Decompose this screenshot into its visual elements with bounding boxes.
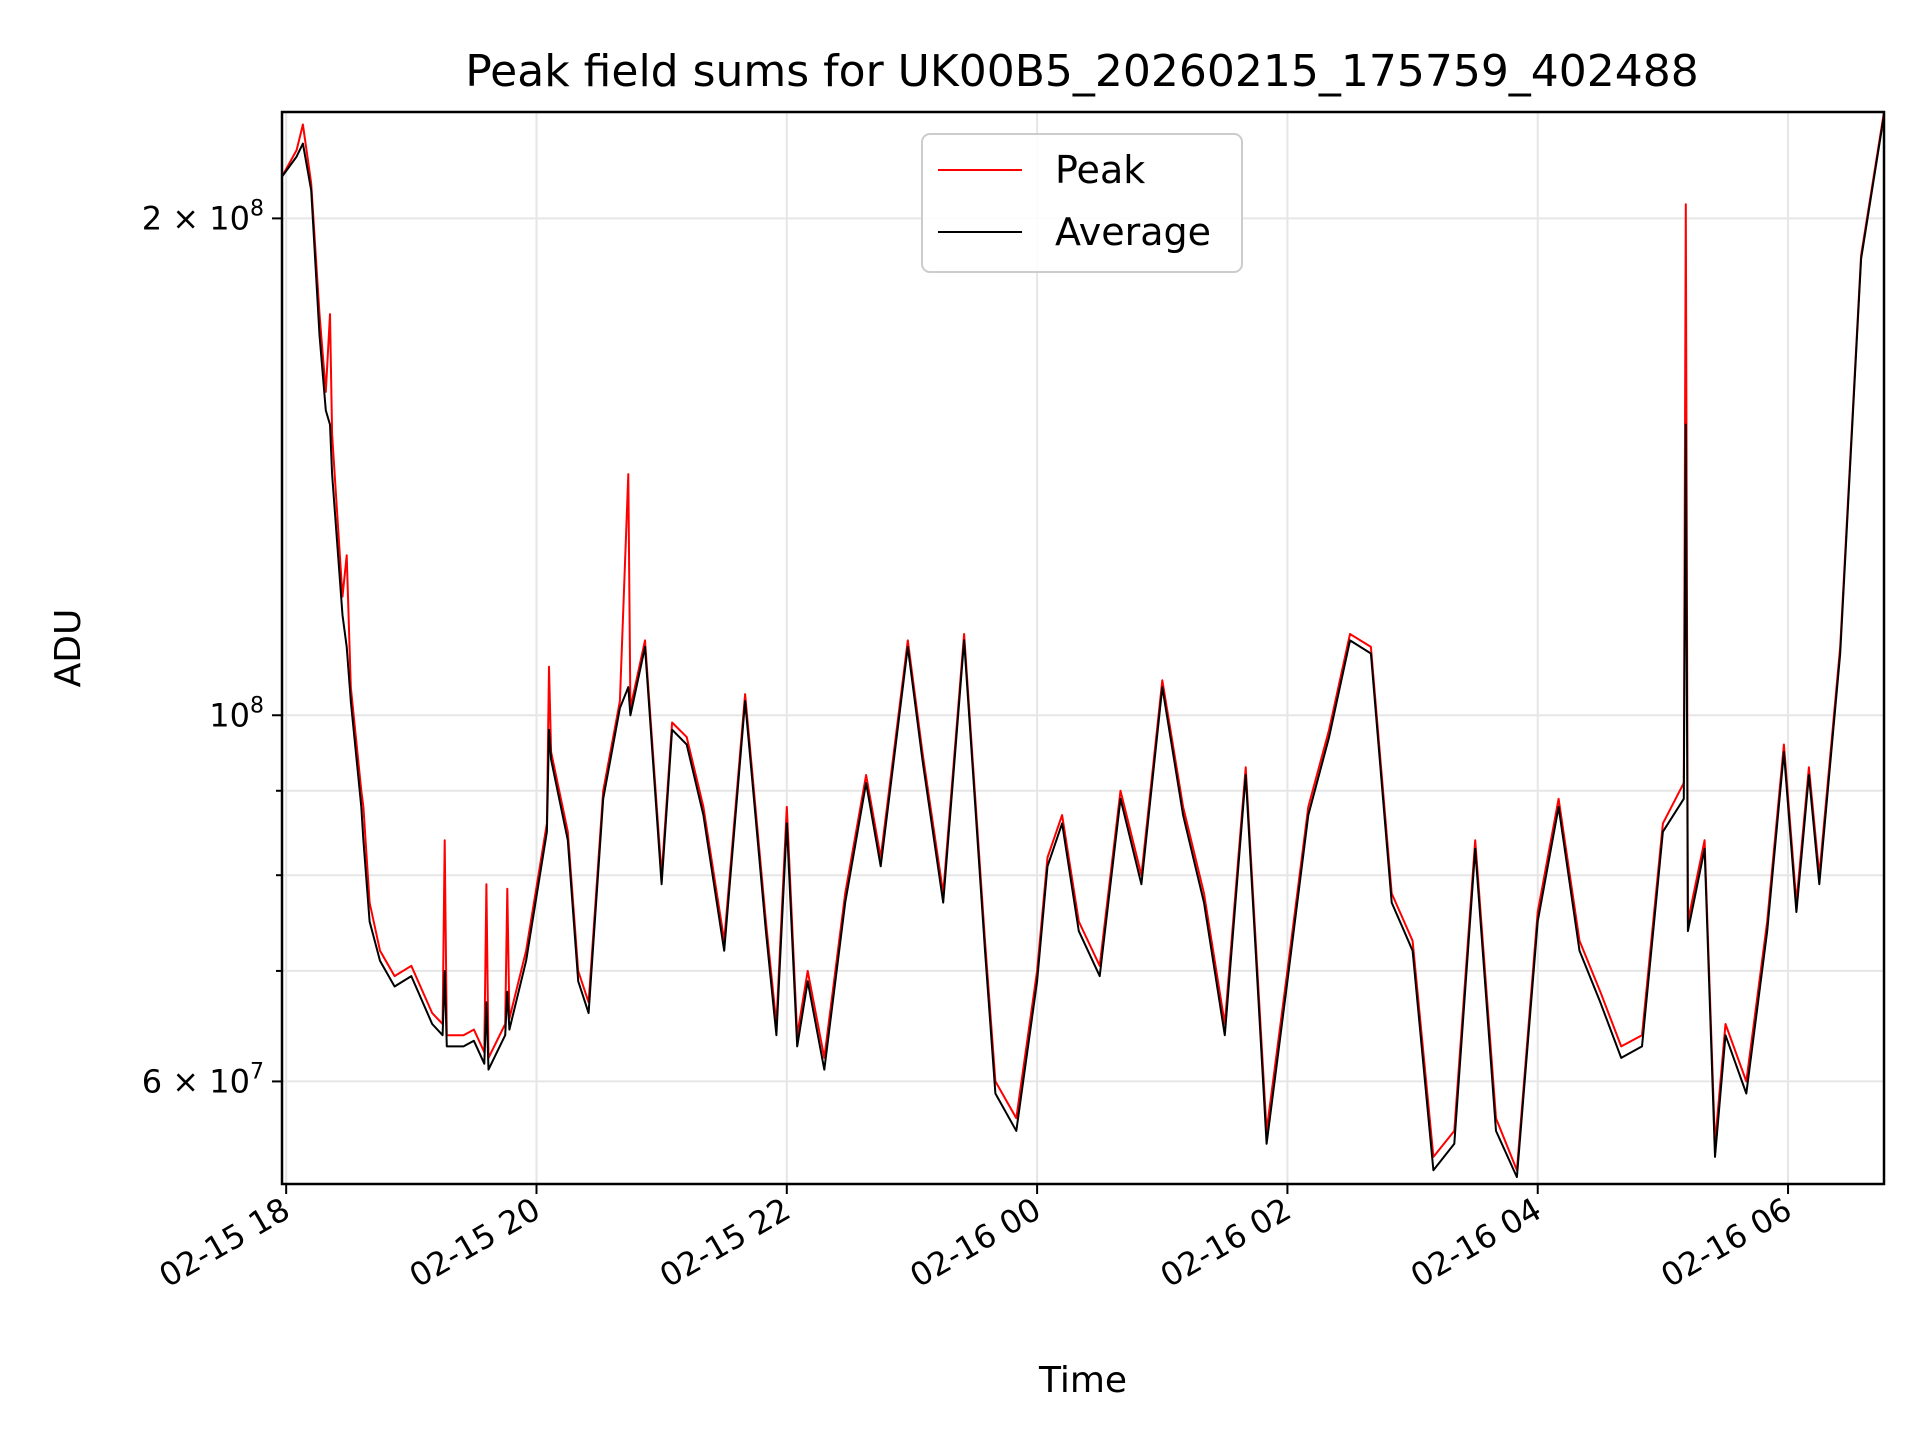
plot-frame: [280, 110, 1886, 1186]
series-line-peak: [281, 111, 1885, 1172]
y-tick-label: 108: [209, 693, 264, 734]
chart-title: Peak field sums for UK00B5_20260215_1757…: [465, 46, 1699, 97]
series-layer: [281, 111, 1885, 1179]
legend: Peak Average: [921, 133, 1243, 273]
y-axis-label: ADU: [48, 609, 89, 688]
y-tick-label: 2 × 108: [142, 196, 264, 237]
grid: [282, 112, 1884, 1184]
series-line-average: [281, 114, 1885, 1179]
legend-box: [921, 133, 1243, 273]
y-axis: 6 × 107 108 2 × 108: [142, 196, 282, 1100]
x-axis-label: Time: [1038, 1360, 1127, 1401]
y-tick-label: 6 × 107: [142, 1059, 264, 1100]
legend-peak-label: Peak: [1055, 148, 1145, 192]
legend-average-label: Average: [1055, 210, 1211, 254]
